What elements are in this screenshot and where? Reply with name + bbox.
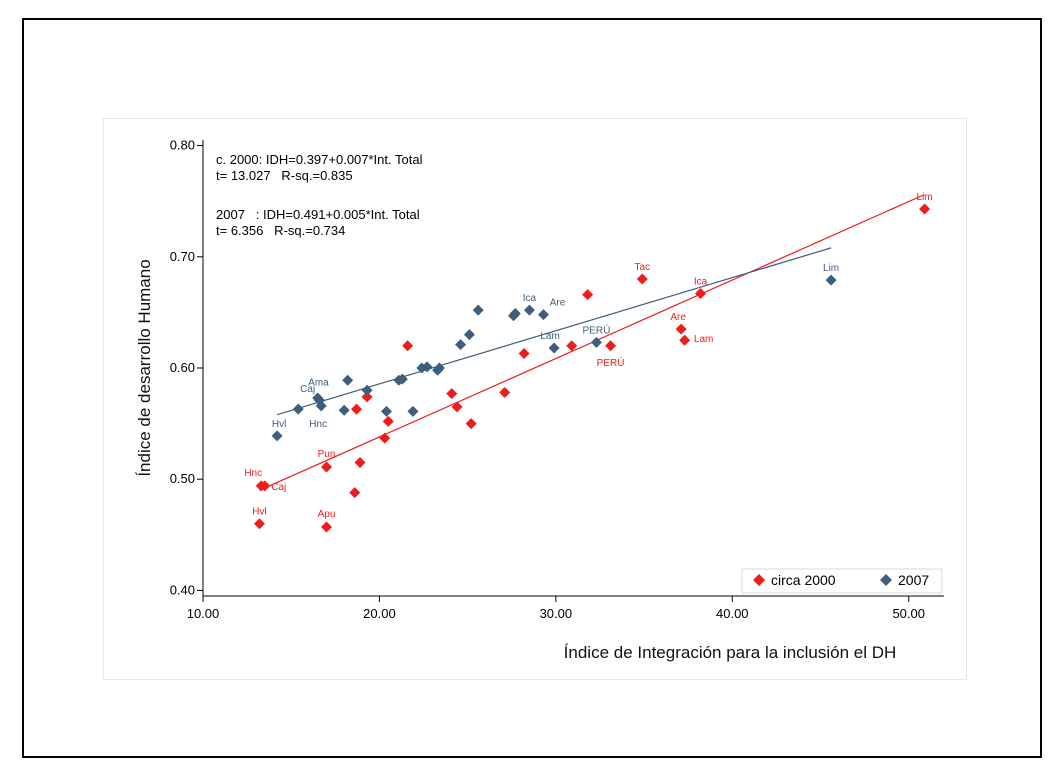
- y-tick-label: 0.80: [170, 138, 195, 153]
- y-tick-label: 0.70: [170, 249, 195, 264]
- point-label-circa-2000: Hnc: [244, 468, 262, 479]
- point-2007: [342, 374, 354, 386]
- point-label-2007: Hnc: [309, 419, 327, 430]
- point-circa-2000: [679, 334, 691, 346]
- figure-frame: [22, 18, 1042, 758]
- point-circa-2000: [695, 287, 707, 299]
- point-2007: [463, 329, 475, 341]
- point-circa-2000: [636, 273, 648, 285]
- point-label-2007: Ama: [308, 377, 329, 388]
- point-circa-2000: [446, 388, 458, 400]
- point-2007: [271, 430, 283, 442]
- point-label-circa-2000: Tac: [635, 262, 651, 273]
- regression-annotations: c. 2000: IDH=0.397+0.007*Int. Total t= 1…: [216, 152, 423, 238]
- point-circa-2000: [321, 521, 332, 533]
- point-circa-2000: [350, 403, 362, 415]
- y-tick-label: 0.60: [170, 360, 195, 375]
- plot-panel: [103, 118, 967, 680]
- point-2007: [433, 362, 445, 374]
- point-circa-2000: [605, 340, 617, 352]
- point-circa-2000: [451, 401, 463, 413]
- point-2007: [421, 361, 433, 373]
- point-2007: [338, 404, 350, 416]
- point-2007: [396, 373, 408, 385]
- point-circa-2000: [566, 340, 578, 352]
- legend: circa 2000 2007: [741, 568, 943, 594]
- annotation-2000-stats: t= 13.027 R-sq.=0.835: [216, 168, 353, 183]
- point-label-circa-2000: Apu: [318, 509, 336, 520]
- point-2007: [455, 339, 467, 351]
- point-circa-2000: [518, 348, 530, 360]
- point-2007: [509, 308, 521, 320]
- point-2007: [380, 405, 392, 417]
- fit-line-2007: [276, 247, 832, 416]
- point-2007: [590, 336, 602, 348]
- point-label-circa-2000: Lam: [694, 334, 713, 345]
- legend-label-circa-2000: circa 2000: [771, 572, 836, 588]
- point-label-circa-2000: PERÚ: [597, 356, 625, 369]
- point-circa-2000: [675, 323, 687, 335]
- point-circa-2000: [349, 487, 361, 499]
- point-circa-2000: [259, 480, 271, 492]
- point-label-2007: Lim: [823, 263, 839, 274]
- x-tick-label: 30.00: [540, 606, 573, 621]
- legend-box: [741, 568, 943, 594]
- y-axis-title: Índice de desarrollo Humano: [135, 259, 154, 476]
- point-label-circa-2000: Pun: [318, 449, 336, 460]
- annotation-2007-equation: 2007 : IDH=0.491+0.005*Int. Total: [216, 207, 420, 222]
- y-tick-label: 0.50: [170, 471, 195, 486]
- point-2007: [315, 400, 327, 412]
- point-label-circa-2000: Lim: [917, 192, 933, 203]
- x-tick-label: 10.00: [187, 606, 220, 621]
- point-label-2007: Are: [550, 298, 566, 309]
- point-label-2007: PERÚ: [583, 323, 611, 336]
- point-circa-2000: [253, 518, 265, 530]
- point-2007: [825, 274, 837, 286]
- x-tick-label: 20.00: [363, 606, 396, 621]
- x-tick-label: 50.00: [892, 606, 925, 621]
- point-2007: [361, 384, 373, 396]
- point-label-circa-2000: Hvl: [252, 507, 266, 518]
- data-points: [253, 203, 931, 533]
- annotation-2007-stats: t= 6.356 R-sq.=0.734: [216, 223, 345, 238]
- x-axis-title: Índice de Integración para la inclusión …: [564, 643, 897, 662]
- point-label-2007: Ica: [523, 293, 537, 304]
- point-label-2007: Caj: [300, 384, 315, 395]
- point-label-2007: Lam: [540, 331, 559, 342]
- legend-marker-circa-2000: [753, 574, 765, 586]
- y-tick-label: 0.40: [170, 582, 195, 597]
- point-circa-2000: [382, 415, 394, 427]
- point-2007: [523, 304, 535, 316]
- legend-label-2007: 2007: [898, 572, 929, 588]
- point-circa-2000: [499, 386, 511, 398]
- point-circa-2000: [919, 203, 931, 215]
- point-2007: [292, 403, 304, 415]
- point-label-circa-2000: Caj: [271, 482, 286, 493]
- point-label-circa-2000: Are: [670, 312, 686, 323]
- point-circa-2000: [379, 432, 391, 444]
- point-circa-2000: [582, 289, 594, 301]
- x-tick-label: 40.00: [716, 606, 749, 621]
- legend-marker-2007: [880, 574, 892, 586]
- point-2007: [472, 304, 484, 316]
- point-circa-2000: [354, 457, 366, 469]
- point-circa-2000: [465, 418, 477, 430]
- point-label-2007: Hvl: [272, 419, 286, 430]
- point-label-circa-2000: Ica: [694, 276, 708, 287]
- point-2007: [538, 309, 550, 321]
- point-labels: Hvl Hnc Caj Apu Pun PERÚ Tac Are Lam Ica Lim Hvl Caj…: [244, 192, 932, 520]
- axis-ticks: 10.00 20.00 30.00 40.00 50.00 0.40 0.50 0.60 0.7…: [170, 138, 925, 621]
- point-circa-2000: [321, 461, 332, 473]
- point-circa-2000: [402, 340, 414, 352]
- annotation-2000-equation: c. 2000: IDH=0.397+0.007*Int. Total: [216, 152, 423, 167]
- point-circa-2000: [361, 391, 373, 403]
- point-2007: [548, 342, 560, 354]
- point-2007: [407, 405, 419, 417]
